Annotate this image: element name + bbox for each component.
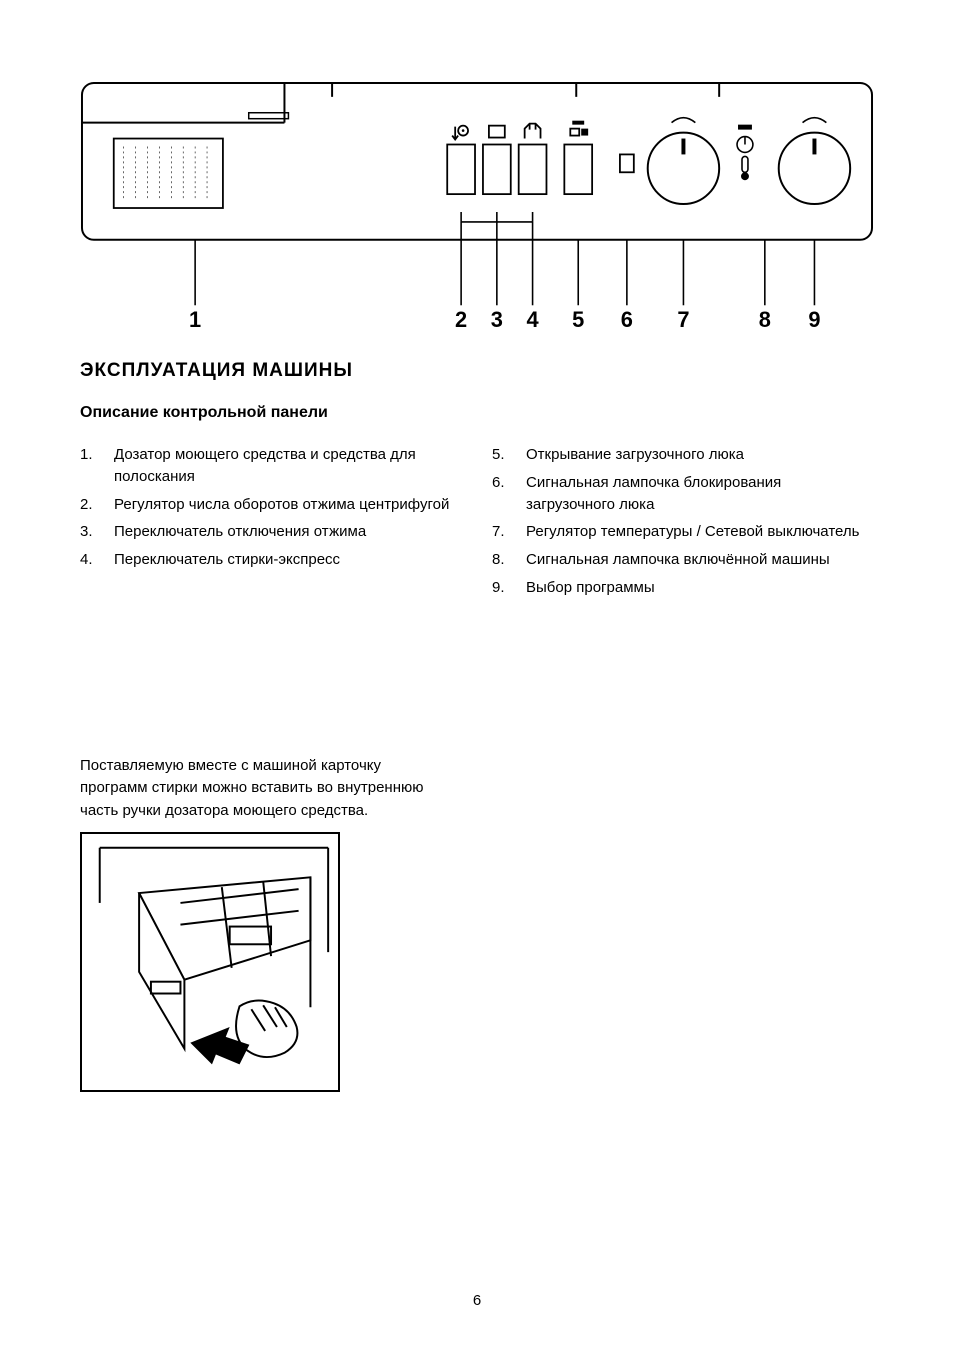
list-text: Переключатель стирки-экспресс [114, 549, 462, 571]
right-column: 5. Открывание загрузочного люка 6. Сигна… [492, 444, 874, 605]
description-columns: 1. Дозатор моющего средства и средства д… [80, 444, 874, 605]
list-number: 2. [80, 494, 114, 516]
diagram-number: 5 [572, 307, 584, 332]
list-number: 8. [492, 549, 526, 571]
control-panel-diagram: 1 2 3 4 5 6 7 8 9 [80, 80, 874, 340]
diagram-number: 2 [455, 307, 467, 332]
list-item: 2. Регулятор числа оборотов отжима центр… [80, 494, 462, 516]
list-number: 7. [492, 521, 526, 543]
list-text: Выбор программы [526, 577, 874, 599]
diagram-number: 3 [491, 307, 503, 332]
list-item: 7. Регулятор температуры / Сетевой выклю… [492, 521, 874, 543]
left-column: 1. Дозатор моющего средства и средства д… [80, 444, 462, 605]
panel-svg: 1 2 3 4 5 6 7 8 9 [80, 80, 874, 340]
diagram-number: 6 [621, 307, 633, 332]
list-number: 6. [492, 472, 526, 516]
list-item: 5. Открывание загрузочного люка [492, 444, 874, 466]
diagram-number: 9 [808, 307, 820, 332]
body-paragraph: Поставляемую вместе с машиной карточку п… [80, 755, 440, 823]
list-text: Регулятор температуры / Сетевой выключат… [526, 521, 874, 543]
list-text: Дозатор моющего средства и средства для … [114, 444, 462, 488]
diagram-number: 4 [527, 307, 540, 332]
list-text: Сигнальная лампочка блокирования загрузо… [526, 472, 874, 516]
diagram-number: 1 [189, 307, 201, 332]
list-number: 9. [492, 577, 526, 599]
list-text: Сигнальная лампочка включённой машины [526, 549, 874, 571]
list-text: Открывание загрузочного люка [526, 444, 874, 466]
drawer-illustration [80, 832, 340, 1092]
page-number: 6 [473, 1292, 481, 1309]
list-item: 8. Сигнальная лампочка включённой машины [492, 549, 874, 571]
list-item: 4. Переключатель стирки-экспресс [80, 549, 462, 571]
diagram-number: 8 [759, 307, 771, 332]
list-item: 3. Переключатель отключения отжима [80, 521, 462, 543]
list-number: 1. [80, 444, 114, 488]
subsection-title: Описание контрольной панели [80, 404, 874, 422]
diagram-number: 7 [677, 307, 689, 332]
list-text: Регулятор числа оборотов отжима центрифу… [114, 494, 462, 516]
list-item: 1. Дозатор моющего средства и средства д… [80, 444, 462, 488]
section-title: ЭКСПЛУАТАЦИЯ МАШИНЫ [80, 360, 874, 382]
list-item: 9. Выбор программы [492, 577, 874, 599]
list-text: Переключатель отключения отжима [114, 521, 462, 543]
list-item: 6. Сигнальная лампочка блокирования загр… [492, 472, 874, 516]
list-number: 3. [80, 521, 114, 543]
list-number: 5. [492, 444, 526, 466]
list-number: 4. [80, 549, 114, 571]
